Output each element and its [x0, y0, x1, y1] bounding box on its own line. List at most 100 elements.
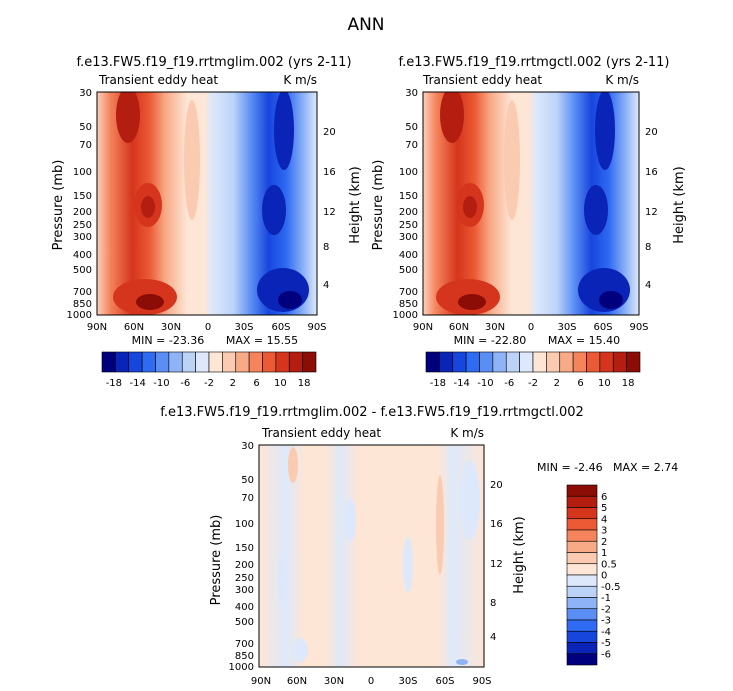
- panel-left-ytick: 30: [79, 88, 92, 99]
- colorbar-diff-label: 5: [601, 503, 607, 514]
- colorbar-left-swatch: [128, 351, 143, 373]
- colorbar-right-label: 6: [577, 378, 583, 389]
- colorbar-diff-swatch: [566, 585, 598, 598]
- panel-right-xtick: 30N: [485, 322, 505, 333]
- colorbar-diff-label: -3: [601, 616, 611, 627]
- panel-diff-ytick: 700: [235, 639, 254, 650]
- panel-left-title: f.e13.FW5.f19_f19.rrtmglim.002 (yrs 2-11…: [76, 55, 351, 70]
- colorbar-left-label: 6: [253, 378, 259, 389]
- panel-diff-cold-anomaly-4: [460, 460, 480, 540]
- panel-left-ytick: 850: [73, 299, 92, 310]
- colorbar-right-swatch: [465, 351, 480, 373]
- colorbar-right-label: -6: [504, 378, 514, 389]
- colorbar-left-swatch: [262, 351, 277, 373]
- colorbar-right-label: 18: [622, 378, 635, 389]
- panel-diff-cold-anomaly-3: [403, 537, 413, 593]
- colorbar-diff-label: 2: [601, 537, 607, 548]
- panel-right-height-ticks: 20 16 12 8 4: [645, 127, 658, 291]
- panel-left-height-tick: 20: [323, 127, 336, 138]
- colorbar-diff-swatch: [566, 495, 598, 508]
- panel-right-subtitle-right: K m/s: [605, 73, 639, 87]
- panel-right-xtick: 90S: [629, 322, 648, 333]
- panel-left-ytick: 70: [79, 140, 92, 151]
- colorbar-left-label: -14: [129, 378, 145, 389]
- colorbar-diff-swatch: [566, 518, 598, 531]
- colorbar-left-swatch: [168, 351, 183, 373]
- panel-right-ytick: 700: [399, 287, 418, 298]
- panel-diff-max-label: MAX = 2.74: [613, 461, 678, 474]
- panel-left-max-label: MAX = 15.55: [226, 334, 298, 347]
- colorbar-diff-label: -2: [601, 604, 611, 615]
- panel-diff-ytick: 1000: [229, 662, 254, 673]
- colorbar-right-swatch: [479, 351, 494, 373]
- panel-left-height-tick: 4: [323, 280, 329, 291]
- colorbar-right-label: -2: [528, 378, 538, 389]
- panel-left-field: [97, 92, 317, 315]
- panel-right-title: f.e13.FW5.f19_f19.rrtmgctl.002 (yrs 2-11…: [398, 55, 669, 70]
- panel-diff-xtick: 60N: [287, 676, 307, 687]
- panel-right-ytick: 1000: [393, 310, 418, 321]
- colorbar-left-swatch: [248, 351, 263, 373]
- panel-left-xticks: 90N 60N 30N 0 30S 60S 90S: [87, 322, 327, 333]
- colorbar-diff-swatch: [566, 540, 598, 553]
- colorbar-diff-label: -6: [601, 649, 611, 660]
- panel-right-ytick: 200: [399, 207, 418, 218]
- panel-diff-ytick: 400: [235, 602, 254, 613]
- panel-diff-ytick: 150: [235, 543, 254, 554]
- panel-right-height-tick: 8: [645, 242, 651, 253]
- panel-left-ytick: 50: [79, 122, 92, 133]
- panel-right-subtitle-left: Transient eddy heat: [422, 73, 542, 87]
- panel-left-ytick: 400: [73, 250, 92, 261]
- panel-diff-height-tick: 20: [490, 480, 503, 491]
- panel-right-xtick: 60N: [449, 322, 469, 333]
- colorbar-right-swatch: [505, 351, 520, 373]
- panel-diff-height-tick: 8: [490, 598, 496, 609]
- panel-diff-warm-anomaly-left: [288, 447, 298, 483]
- panel-left-cold-core-mid: [262, 185, 286, 235]
- panel-diff-xtick: 0: [368, 676, 374, 687]
- panel-right-height-tick: 4: [645, 280, 651, 291]
- panel-right-frame: [422, 91, 640, 316]
- panel-left-xtick: 30N: [161, 322, 181, 333]
- panel-diff-height-tick: 4: [490, 632, 496, 643]
- colorbar-diff-label: 3: [601, 526, 607, 537]
- panel-left-ytick: 300: [73, 232, 92, 243]
- panel-diff-xtick: 30S: [398, 676, 417, 687]
- colorbar-right-swatch: [626, 351, 641, 373]
- colorbar-right-swatch: [519, 351, 534, 373]
- panel-diff-frame: [258, 444, 485, 668]
- panel-right-warm-core-surface-inner: [458, 294, 486, 310]
- panel-right-ytick: 30: [405, 88, 418, 99]
- panel-right-xtick: 0: [528, 322, 534, 333]
- panel-diff-ytick: 250: [235, 573, 254, 584]
- panel-left-ytick: 100: [73, 167, 92, 178]
- panel-left-warm-core-upper: [116, 92, 140, 143]
- panel-diff-title: f.e13.FW5.f19_f19.rrtmglim.002 - f.e13.F…: [160, 405, 584, 420]
- colorbar-right-label: 2: [554, 378, 560, 389]
- panel-right-ytick: 150: [399, 191, 418, 202]
- panel-right-ytick: 300: [399, 232, 418, 243]
- panel-left-xtick: 0: [205, 322, 211, 333]
- panel-right-ytick: 850: [399, 299, 418, 310]
- panel-left-xtick: 60N: [124, 322, 144, 333]
- panel-right-ylabel-right: Height (km): [672, 166, 687, 243]
- panel-left-height-tick: 12: [323, 207, 336, 218]
- panel-right-field: [423, 92, 639, 315]
- panel-diff-warm-anomaly-right: [436, 475, 444, 575]
- colorbar-diff-label: 1: [601, 548, 607, 559]
- colorbar-diff-swatch: [566, 608, 598, 621]
- panel-left-ylabel: Pressure (mb): [51, 160, 66, 251]
- colorbar-left-label: -2: [204, 378, 214, 389]
- panel-right-height-tick: 16: [645, 167, 658, 178]
- panel-right-cold-core-mid: [584, 185, 608, 235]
- colorbar-right-swatch: [439, 351, 454, 373]
- panel-left-ytick: 200: [73, 207, 92, 218]
- colorbar-right-swatch: [599, 351, 614, 373]
- colorbar-right-swatch: [612, 351, 627, 373]
- panel-left-cold-core-surface-inner: [278, 291, 302, 309]
- colorbar-right-swatch: [492, 351, 507, 373]
- colorbar-diff-swatch: [566, 630, 598, 643]
- colorbar-diff-swatch: [566, 484, 598, 497]
